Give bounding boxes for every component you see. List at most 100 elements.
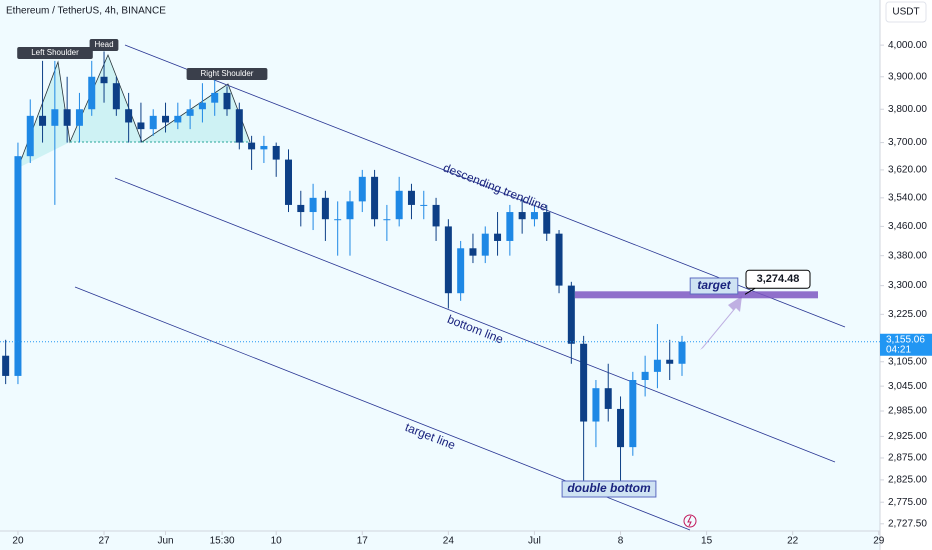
candle-body xyxy=(162,115,170,123)
x-tick-label: 22 xyxy=(787,536,799,547)
y-tick-label: 2,925.00 xyxy=(888,431,927,442)
candle-body xyxy=(248,142,256,150)
candle-body xyxy=(432,204,440,227)
pattern-shade xyxy=(142,84,250,142)
candle-body xyxy=(543,212,551,234)
x-tick-label: 15:30 xyxy=(210,536,235,547)
currency[interactable]: USDT xyxy=(892,7,919,18)
annotation: double bottom xyxy=(567,481,651,495)
candle-body xyxy=(51,109,59,126)
candle-body xyxy=(371,176,379,220)
candle-body xyxy=(481,233,489,256)
x-tick-label: 20 xyxy=(12,536,24,547)
y-tick-label: 4,000.00 xyxy=(888,40,927,51)
candle-body xyxy=(666,359,674,364)
candle-body xyxy=(530,212,538,220)
trendline xyxy=(114,177,836,463)
candle-body xyxy=(284,159,292,205)
x-tick-label: 29 xyxy=(873,536,885,547)
target-arrow xyxy=(700,296,742,350)
countdown: 04:21 xyxy=(886,344,911,355)
candle-body xyxy=(506,212,514,241)
y-tick-label: 3,105.00 xyxy=(888,356,927,367)
alert-icon[interactable] xyxy=(683,514,697,528)
last-price-tag xyxy=(880,333,932,356)
candle-body xyxy=(297,204,305,213)
candle-body xyxy=(272,145,280,160)
candle-body xyxy=(260,145,268,150)
annotation: Left Shoulder xyxy=(31,48,79,57)
candle-body xyxy=(211,92,219,103)
y-tick-label: 3,700.00 xyxy=(888,137,927,148)
candle-body xyxy=(174,115,182,123)
x-tick-label: 17 xyxy=(357,536,369,547)
y-tick-label: 3,900.00 xyxy=(888,71,927,82)
target-price-label: 3,274.48 xyxy=(757,273,800,285)
x-tick-label: 24 xyxy=(443,536,455,547)
candle-body xyxy=(444,226,452,294)
candle-body xyxy=(346,201,354,220)
candle-body xyxy=(678,341,686,364)
x-tick-label: 8 xyxy=(618,536,624,547)
candle-body xyxy=(14,156,22,376)
candle-body xyxy=(518,212,526,220)
candle-body xyxy=(26,115,34,157)
target-callout-pointer xyxy=(744,287,756,295)
candle-body xyxy=(592,388,600,422)
candle-body xyxy=(186,109,194,116)
candle-body xyxy=(617,408,625,448)
candle-body xyxy=(407,190,415,205)
candle-body xyxy=(223,92,231,110)
y-tick-label: 3,460.00 xyxy=(888,221,927,232)
x-tick-label: Jul xyxy=(528,536,541,547)
candle-body xyxy=(309,197,317,213)
candle-body xyxy=(334,219,342,221)
y-tick-label: 2,875.00 xyxy=(888,453,927,464)
y-tick-label: 3,800.00 xyxy=(888,104,927,115)
candle-body xyxy=(112,83,120,110)
candle-body xyxy=(75,109,83,126)
alert-icon-glyph xyxy=(687,515,692,527)
candle-body xyxy=(641,371,649,380)
candle-body xyxy=(63,109,71,126)
y-tick-label: 2,727.50 xyxy=(888,518,927,529)
pattern-line xyxy=(17,53,251,169)
last-price-label: 3,155.06 xyxy=(886,334,925,345)
y-tick-label: 3,620.00 xyxy=(888,165,927,176)
y-tick-label: 3,380.00 xyxy=(888,250,927,261)
candle-body xyxy=(469,248,477,256)
annotation: Head xyxy=(94,40,113,49)
candle-body xyxy=(149,115,157,130)
candle-body xyxy=(321,197,329,220)
candle-body xyxy=(653,359,661,372)
candle-body xyxy=(358,176,366,202)
y-tick-label: 2,775.00 xyxy=(888,497,927,508)
candle-body xyxy=(457,248,465,294)
target-zone xyxy=(575,291,818,299)
candle-body xyxy=(580,343,588,422)
candle-body xyxy=(420,204,428,206)
y-tick-label: 3,045.00 xyxy=(888,381,927,392)
annotation: target xyxy=(697,278,731,292)
candle-body xyxy=(39,115,47,126)
candle-body xyxy=(494,233,502,241)
candle-body xyxy=(198,102,206,110)
annotation-box xyxy=(89,39,119,51)
x-tick-label: 10 xyxy=(271,536,283,547)
candle-body xyxy=(604,388,612,409)
annotation-frame xyxy=(689,277,739,295)
candle-body xyxy=(395,190,403,220)
y-tick-label: 2,825.00 xyxy=(888,475,927,486)
candle-body xyxy=(2,355,10,376)
annotation: Right Shoulder xyxy=(201,69,254,78)
annotation-box xyxy=(17,47,93,59)
annotation-frame xyxy=(561,480,657,498)
candle-body xyxy=(235,109,243,143)
target-callout xyxy=(745,269,811,289)
currency-button[interactable] xyxy=(885,1,927,23)
x-tick-label: 27 xyxy=(98,536,110,547)
candle-body xyxy=(88,76,96,110)
y-tick-label: 2,985.00 xyxy=(888,406,927,417)
candle-body xyxy=(383,219,391,221)
